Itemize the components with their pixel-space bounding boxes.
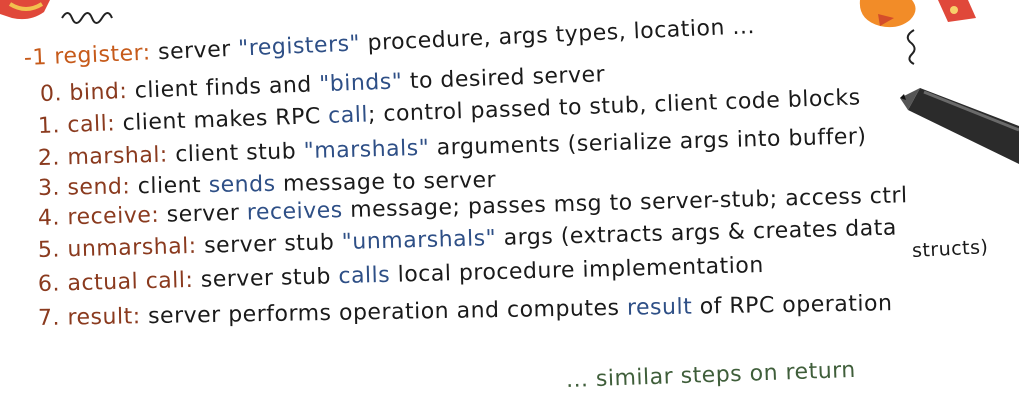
step-keyword: call <box>327 102 369 129</box>
step-label: 7. result: <box>37 304 141 331</box>
step-keyword: "marshals" <box>303 135 430 165</box>
step-text: server stub <box>193 264 339 293</box>
step-label: 5. unmarshal: <box>37 233 198 263</box>
step-text: to desired server <box>401 62 606 95</box>
step-text: server performs operation and computes <box>140 295 628 330</box>
step-text: of RPC operation <box>692 291 893 320</box>
step-keyword: result <box>626 294 693 321</box>
step-keyword: calls <box>338 262 391 290</box>
step-label: 6. actual call: <box>37 267 194 297</box>
step-text: arguments (serialize args into buffer) <box>428 124 867 161</box>
step-label: -1 register: <box>23 40 152 71</box>
footer-text: ... similar steps on return <box>565 357 857 393</box>
step-text: procedure, args types, location ... <box>359 14 756 57</box>
step-text: args (extracts args & creates data <box>495 215 898 251</box>
step-text: local procedure implementation <box>389 252 765 288</box>
step-text: client <box>130 173 209 200</box>
step-text: structs) <box>911 236 989 262</box>
step-unmarshal-continuation: structs) <box>911 234 989 264</box>
top-right-doodle-icon <box>859 0 976 65</box>
step-result: 7. result: server performs operation and… <box>38 291 893 332</box>
step-text: client finds and <box>126 72 320 104</box>
step-label: 0. bind: <box>39 78 128 107</box>
step-keyword: sends <box>208 171 276 199</box>
step-label: 2. marshal: <box>37 142 169 171</box>
step-text: server stub <box>196 230 343 259</box>
step-keyword: "unmarshals" <box>341 226 497 256</box>
step-label: 3. send: <box>37 174 131 201</box>
step-register: -1 register: server "registers" procedur… <box>23 14 755 72</box>
step-label: 1. call: <box>37 111 116 139</box>
step-text: client stub <box>167 139 304 168</box>
footer-note: ... similar steps on return <box>566 358 857 394</box>
step-text: message to server <box>275 168 497 197</box>
step-keyword: "registers" <box>237 31 361 62</box>
step-text: server <box>150 36 239 66</box>
step-text: server <box>158 200 248 228</box>
top-left-doodle-icon <box>0 0 113 24</box>
step-keyword: "binds" <box>318 69 403 98</box>
step-label: 4. receive: <box>37 202 160 231</box>
pen-icon <box>900 88 1019 164</box>
step-text: client makes RPC <box>114 103 329 137</box>
step-keyword: receives <box>246 198 344 226</box>
